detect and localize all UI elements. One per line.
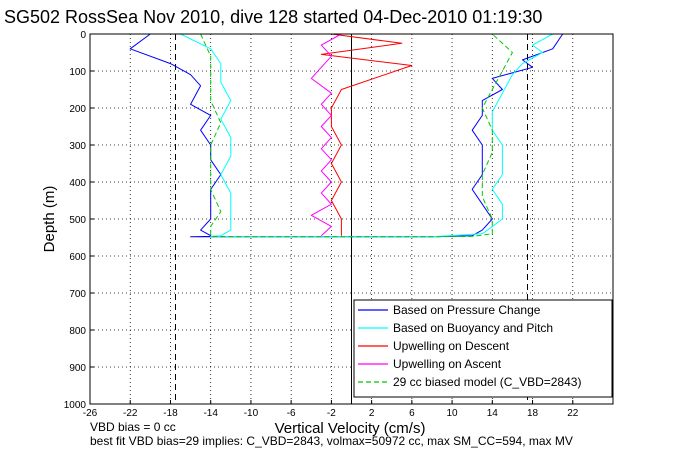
y-tick-label: 600 bbox=[69, 252, 86, 263]
y-tick-label: 900 bbox=[69, 363, 86, 374]
legend-label: 29 cc biased model (C_VBD=2843) bbox=[393, 375, 581, 389]
legend-label: Upwelling on Descent bbox=[393, 339, 510, 353]
x-tick-label: 14 bbox=[487, 408, 499, 419]
y-tick-label: 400 bbox=[69, 178, 86, 189]
y-tick-label: 700 bbox=[69, 289, 86, 300]
x-tick-label: -22 bbox=[123, 408, 138, 419]
x-tick-label: -14 bbox=[203, 408, 218, 419]
reference-lines bbox=[174, 34, 529, 404]
x-tick-label: -6 bbox=[287, 408, 296, 419]
x-tick-label: 10 bbox=[447, 408, 459, 419]
series-line-4 bbox=[310, 33, 342, 237]
x-axis-label: Vertical Velocity (cm/s) bbox=[275, 420, 426, 437]
y-tick-label: 0 bbox=[80, 30, 86, 41]
series-line-5 bbox=[200, 33, 513, 238]
series-line-3 bbox=[320, 33, 413, 236]
y-tick-label: 200 bbox=[69, 104, 86, 115]
series-layer bbox=[129, 33, 564, 238]
y-tick-label: 300 bbox=[69, 141, 86, 152]
y-tick-label: 500 bbox=[69, 215, 86, 226]
x-tick-label: 6 bbox=[409, 408, 415, 419]
x-tick-label: -18 bbox=[163, 408, 178, 419]
legend-label: Upwelling on Ascent bbox=[393, 357, 502, 371]
x-tick-label: 18 bbox=[527, 408, 539, 419]
legend-label: Based on Pressure Change bbox=[393, 303, 541, 317]
y-tick-label: 800 bbox=[69, 326, 86, 337]
footer-line-2: best fit VBD bias=29 implies: C_VBD=2843… bbox=[90, 434, 573, 448]
x-axis-ticks: -26 -22 -18 -14 -10 -6 -2 2 6 10 14 18 22 bbox=[83, 400, 579, 419]
x-tick-label: 2 bbox=[369, 408, 375, 419]
x-tick-label: -26 bbox=[83, 408, 98, 419]
x-tick-label: -2 bbox=[327, 408, 336, 419]
y-axis-ticks: 0 100 200 300 400 500 600 700 800 900 1000 bbox=[64, 30, 94, 411]
x-tick-label: 22 bbox=[567, 408, 579, 419]
legend-label: Based on Buoyancy and Pitch bbox=[393, 321, 553, 335]
legend: Based on Pressure Change Based on Buoyanc… bbox=[353, 299, 613, 398]
footer-line-1: VBD bias = 0 cc bbox=[90, 420, 176, 434]
x-tick-label: -10 bbox=[244, 408, 259, 419]
legend-box bbox=[353, 299, 613, 398]
chart-title: SG502 RossSea Nov 2010, dive 128 started… bbox=[4, 7, 542, 27]
y-tick-label: 100 bbox=[69, 67, 86, 78]
y-axis-label: Depth (m) bbox=[41, 186, 58, 253]
y-tick-label: 1000 bbox=[64, 400, 87, 411]
